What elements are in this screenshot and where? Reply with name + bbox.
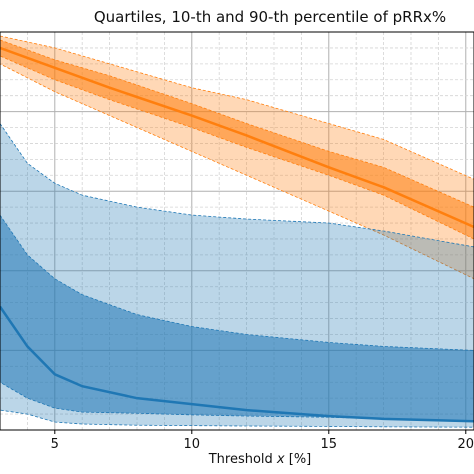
plot-area xyxy=(0,31,474,431)
x-tick-label: 20 xyxy=(458,437,474,452)
x-tick-label: 5 xyxy=(51,437,59,452)
x-axis-label: Threshold x [%] xyxy=(208,452,312,467)
median-line xyxy=(0,46,474,229)
axes-frame xyxy=(0,31,474,431)
x-axis-label-var: x xyxy=(276,452,285,467)
series-0 xyxy=(0,35,474,280)
series-1 xyxy=(0,122,474,428)
chart-title: Quartiles, 10-th and 90-th percentile of… xyxy=(94,8,446,26)
x-axis-ticks: 5 10 15 20 xyxy=(51,430,474,452)
x-tick-label: 15 xyxy=(321,437,338,452)
median-line xyxy=(0,305,474,423)
series-layer xyxy=(0,35,474,428)
quartile-band xyxy=(0,214,474,422)
x-axis-label-post: [%] xyxy=(285,452,312,467)
x-tick-label: 10 xyxy=(184,437,201,452)
x-axis-label-pre: Threshold xyxy=(208,452,277,467)
